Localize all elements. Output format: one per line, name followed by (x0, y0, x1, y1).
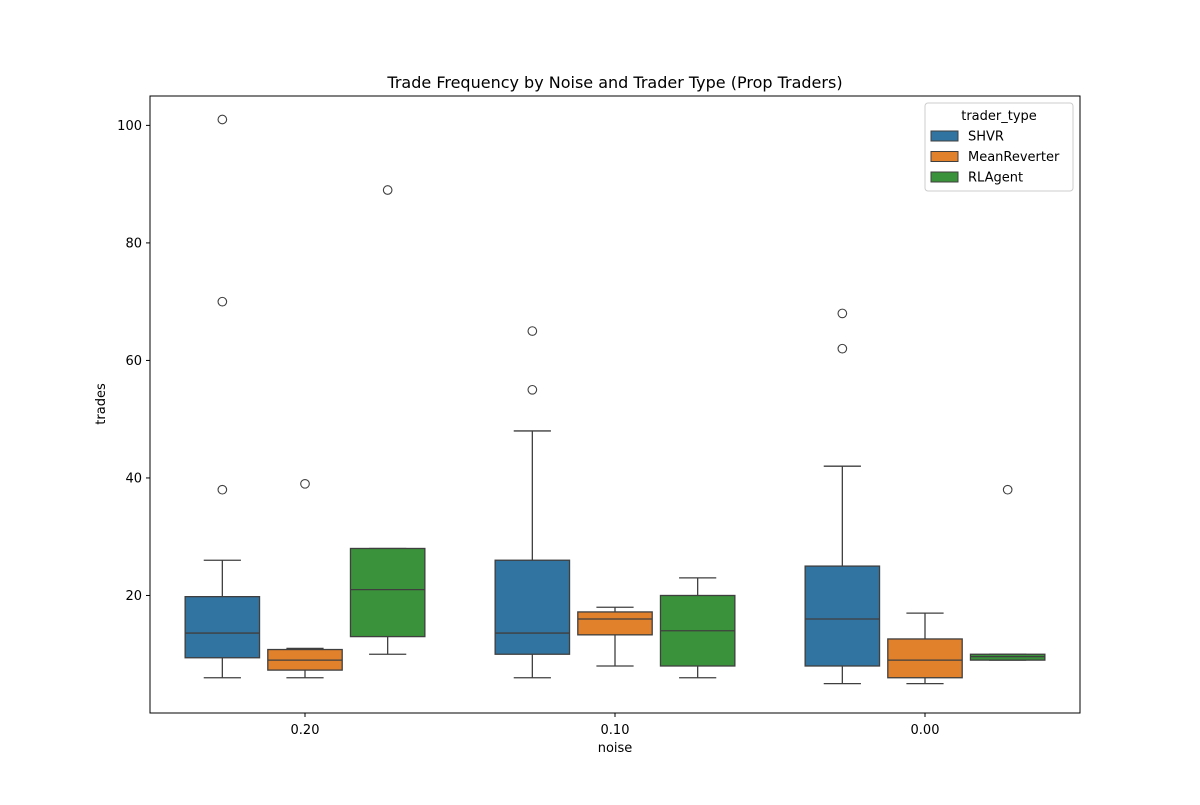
legend-swatch (930, 151, 959, 162)
outlier-point (837, 308, 848, 319)
box-rlagent-0.10 (659, 577, 736, 679)
outlier-point (300, 478, 310, 489)
box-body (494, 559, 571, 655)
x-tick-label: 0.00 (911, 723, 940, 738)
box-rlagent-0.00 (969, 484, 1046, 661)
legend-swatch (930, 130, 959, 142)
legend: trader_type SHVR MeanReverter RLAgent (924, 102, 1074, 192)
box-rlagent-0.20 (349, 185, 426, 655)
legend-swatch (930, 171, 959, 183)
outlier-point (382, 185, 393, 195)
chart-title: Trade Frequency by Noise and Trader Type… (386, 73, 842, 92)
outlier-point (1002, 484, 1013, 495)
box-meanreverter-0.10 (577, 606, 653, 667)
box-body (887, 638, 963, 679)
x-axis-label: noise (598, 741, 633, 756)
plot-area: 20 40 60 80 100 0.20 0.10 0.00 (117, 95, 1081, 738)
legend-title: trader_type (961, 109, 1037, 124)
y-tick-label: 60 (125, 354, 142, 369)
y-tick-label: 20 (125, 589, 142, 604)
y-tick-label: 40 (125, 471, 142, 486)
outlier-point (217, 296, 228, 307)
x-tick-label: 0.20 (291, 723, 320, 738)
x-tick-label: 0.10 (601, 723, 630, 738)
box-meanreverter-0.00 (887, 612, 963, 685)
outlier-point (527, 384, 538, 395)
box-body (184, 596, 261, 659)
legend-label: MeanReverter (968, 150, 1060, 165)
legend-frame (924, 102, 1074, 192)
outlier-point (217, 484, 228, 495)
box-body (804, 565, 881, 667)
box-shvr-0.00 (804, 308, 881, 685)
y-tick-label: 100 (117, 119, 142, 134)
legend-label: SHVR (968, 130, 1004, 145)
box-meanreverter-0.20 (267, 478, 343, 679)
outlier-point (217, 114, 228, 125)
y-tick-label: 80 (125, 236, 142, 251)
box-body (577, 611, 653, 636)
box-shvr-0.10 (494, 326, 571, 679)
outlier-point (527, 326, 538, 336)
y-axis-label: trades (94, 383, 109, 425)
outlier-point (837, 343, 848, 354)
legend-label: RLAgent (968, 171, 1023, 186)
box-shvr-0.20 (184, 114, 261, 679)
box-body (349, 547, 426, 638)
